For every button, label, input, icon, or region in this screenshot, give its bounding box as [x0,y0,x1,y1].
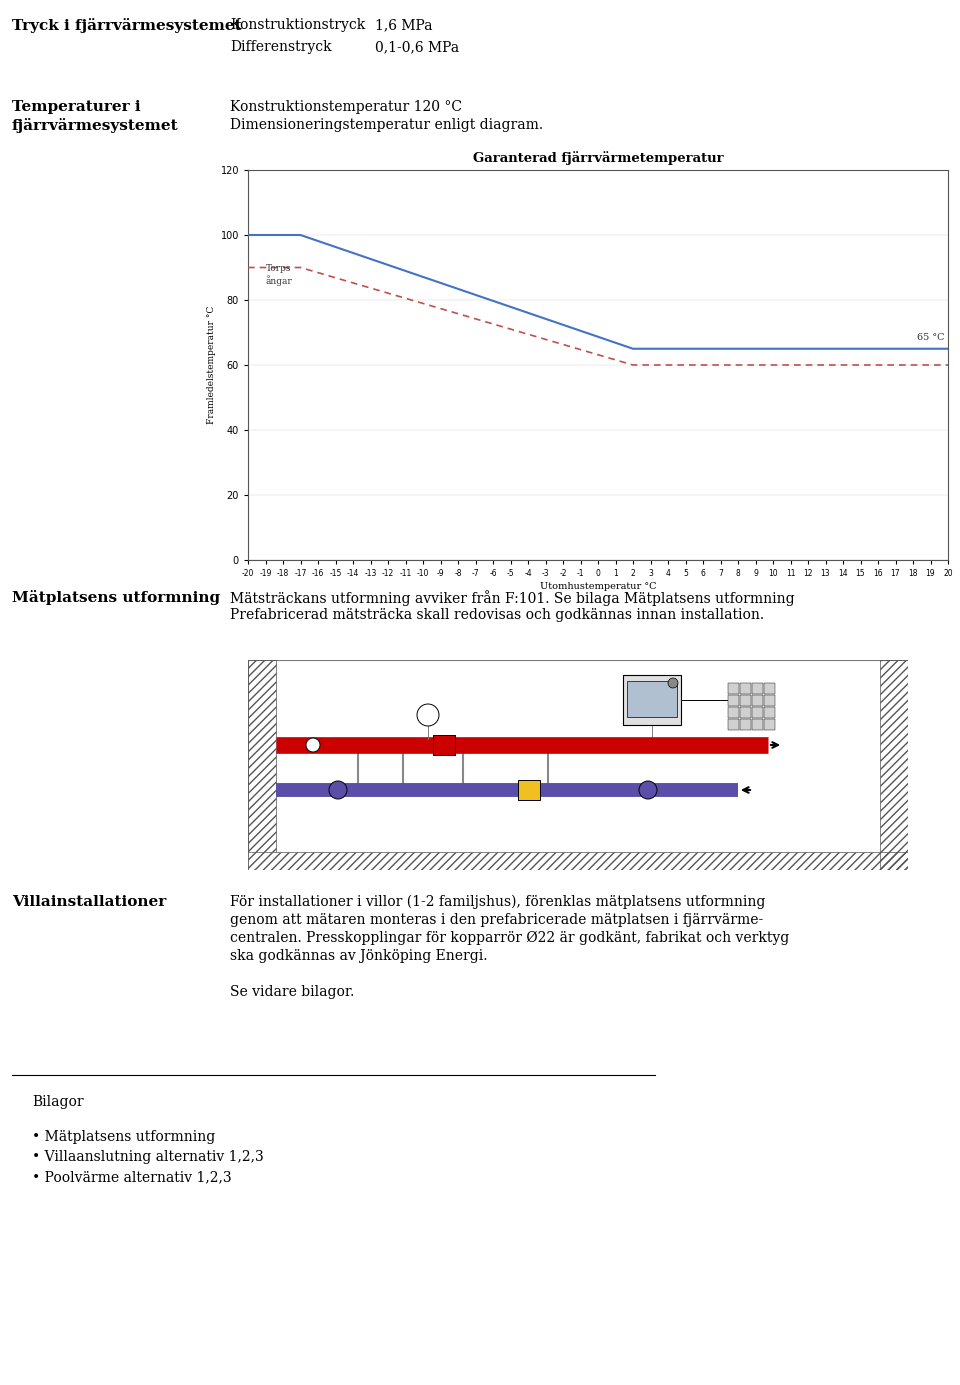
Circle shape [417,704,439,726]
Bar [627,681,677,717]
Text: Konstruktionstemperatur 120 °C: Konstruktionstemperatur 120 °C [230,100,462,114]
Bar [740,719,751,730]
Bar [518,780,540,801]
Bar [728,695,739,706]
Text: centralen. Presskopplingar för kopparrör Ø22 är godkänt, fabrikat och verktyg: centralen. Presskopplingar för kopparrör… [230,931,789,945]
Text: Bilagor: Bilagor [32,1096,84,1109]
Title: Garanterad fjärrvärmetemperatur: Garanterad fjärrvärmetemperatur [472,151,723,165]
Circle shape [668,679,678,688]
Bar [740,695,751,706]
Bar [248,661,276,870]
Bar [764,719,775,730]
Y-axis label: Framledelstemperatur °C: Framledelstemperatur °C [207,306,216,424]
Bar [752,706,763,717]
Text: Tryck i fjärrvärmesystemet: Tryck i fjärrvärmesystemet [12,18,242,33]
Bar [764,683,775,694]
Text: 65 °C: 65 °C [917,334,945,342]
Text: • Villaanslutning alternativ 1,2,3: • Villaanslutning alternativ 1,2,3 [32,1150,264,1163]
Bar [728,719,739,730]
Bar [740,706,751,717]
Text: • Mätplatsens utformning: • Mätplatsens utformning [32,1130,215,1144]
Bar [728,683,739,694]
Bar [752,683,763,694]
Circle shape [329,781,347,799]
Bar [764,695,775,706]
Bar [752,695,763,706]
Bar [728,706,739,717]
Bar [248,852,908,870]
Bar [764,706,775,717]
Bar [433,735,455,755]
Bar [623,674,681,724]
X-axis label: Utomhustemperatur °C: Utomhustemperatur °C [540,582,657,591]
Circle shape [306,738,320,752]
Text: • Poolvärme alternativ 1,2,3: • Poolvärme alternativ 1,2,3 [32,1170,231,1184]
Bar [740,683,751,694]
Text: Dimensioneringstemperatur enligt diagram.: Dimensioneringstemperatur enligt diagram… [230,118,543,132]
Text: Konstruktionstryck: Konstruktionstryck [230,18,365,32]
Text: Torps
ångar: Torps ångar [266,265,292,285]
Text: fjärrvärmesystemet: fjärrvärmesystemet [12,118,179,133]
Text: 1,6 MPa: 1,6 MPa [375,18,433,32]
Text: genom att mätaren monteras i den prefabricerade mätplatsen i fjärrvärme-: genom att mätaren monteras i den prefabr… [230,913,763,927]
Text: Prefabricerad mätsträcka skall redovisas och godkännas innan installation.: Prefabricerad mätsträcka skall redovisas… [230,608,764,622]
Text: Villainstallationer: Villainstallationer [12,895,166,909]
Text: Mätsträckans utformning avviker från F:101. Se bilaga Mätplatsens utformning: Mätsträckans utformning avviker från F:1… [230,590,795,605]
Text: Mätplatsens utformning: Mätplatsens utformning [12,590,220,605]
Bar [880,661,908,870]
Text: Differenstryck: Differenstryck [230,40,331,54]
Bar [752,719,763,730]
Text: Se vidare bilagor.: Se vidare bilagor. [230,985,354,999]
Text: 0,1-0,6 MPa: 0,1-0,6 MPa [375,40,459,54]
Circle shape [639,781,657,799]
Text: ska godkännas av Jönköping Energi.: ska godkännas av Jönköping Energi. [230,949,488,963]
Text: För installationer i villor (1-2 familjshus), förenklas mätplatsens utformning: För installationer i villor (1-2 familjs… [230,895,765,910]
Text: Temperaturer i: Temperaturer i [12,100,140,114]
